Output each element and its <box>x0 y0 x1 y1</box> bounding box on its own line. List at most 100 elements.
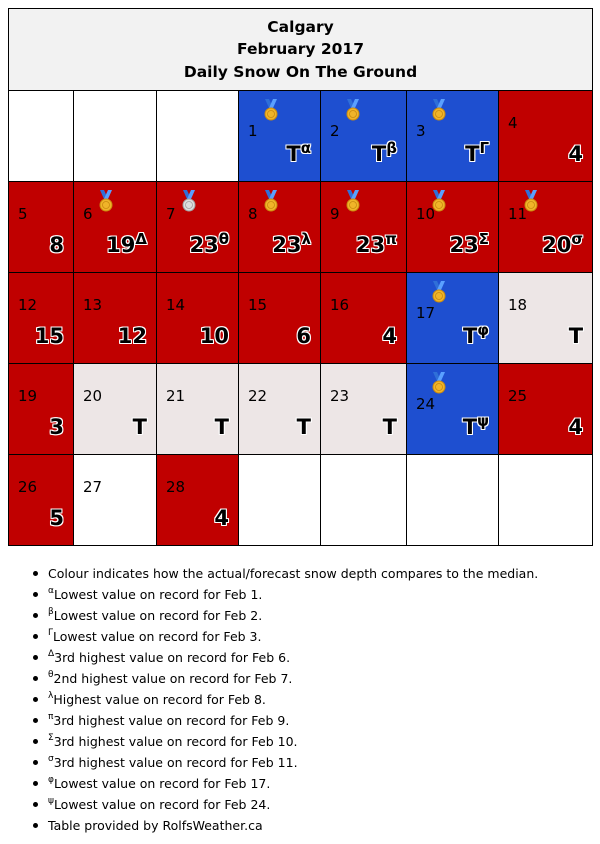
footnote-item: Table provided by RolfsWeather.ca <box>32 815 538 836</box>
snow-depth-number: 5 <box>49 506 64 530</box>
day-number: 20 <box>83 387 103 405</box>
gold-medal-icon <box>263 99 279 121</box>
snow-depth-value: 4 <box>568 142 583 166</box>
empty-cell <box>8 90 74 182</box>
footnote-symbol: Δ <box>48 649 55 659</box>
day-cell: 10 23Σ <box>406 181 499 273</box>
calendar-week-row: 19 3 20 T 21 T 22 T 23 T 24 Tψ 25 4 <box>8 363 594 455</box>
snow-depth-number: 20 <box>542 233 572 257</box>
empty-cell <box>238 454 321 546</box>
snow-depth-number: T <box>462 415 478 439</box>
gold-medal-icon <box>345 190 361 212</box>
footnote-item: Σ3rd highest value on record for Feb 10. <box>32 731 538 752</box>
footnote-text: Lowest value on record for Feb 24. <box>53 797 271 812</box>
footnote-item: Colour indicates how the actual/forecast… <box>32 563 538 584</box>
snow-depth-value: 12 <box>118 324 147 348</box>
snow-depth-value: 4 <box>382 324 397 348</box>
day-number: 15 <box>248 296 268 314</box>
day-cell: 20 T <box>73 363 157 455</box>
day-number: 9 <box>330 205 340 223</box>
day-cell: 17 Tφ <box>406 272 499 364</box>
snow-depth-number: 10 <box>199 324 229 348</box>
snow-depth-number: 4 <box>568 415 584 439</box>
footnote-marker: λ <box>301 230 312 248</box>
footnote-marker: σ <box>571 230 584 248</box>
snow-depth-value: 23π <box>356 232 397 258</box>
snow-depth-number: T <box>132 415 147 439</box>
footnote-item: σ3rd highest value on record for Feb 11. <box>32 752 538 773</box>
calendar-body: 1 Tα 2 Tβ 3 TΓ 4 4 5 8 6 19Δ 7 23θ 8 23λ 9 23π 10 23Σ 11 20σ 1… <box>8 90 594 546</box>
footnote-symbol: ψ <box>48 796 54 806</box>
calendar-week-row: 12 15 13 12 14 10 15 6 16 4 17 Tφ 18 T <box>8 272 594 364</box>
snow-depth-number: 4 <box>382 324 397 348</box>
footnote-text: 3rd highest value on record for Feb 10. <box>53 734 298 749</box>
day-cell: 3 TΓ <box>406 90 499 182</box>
footnote-symbol: Γ <box>48 628 54 638</box>
snow-depth-number: T <box>371 142 387 166</box>
footnote-marker: α <box>300 139 311 157</box>
snow-depth-number: 6 <box>296 324 311 348</box>
gold-medal-icon <box>98 190 114 212</box>
snow-depth-value: T <box>569 324 583 348</box>
day-number: 5 <box>18 205 28 223</box>
snow-depth-number: 23 <box>189 233 219 257</box>
day-cell: 25 4 <box>497 363 594 455</box>
footnotes-list: Colour indicates how the actual/forecast… <box>0 563 538 836</box>
calendar-week-row: 1 Tα 2 Tβ 3 TΓ 4 4 <box>8 90 594 182</box>
snow-depth-number: 3 <box>49 415 64 439</box>
day-number: 17 <box>416 304 436 322</box>
footnote-marker: ψ <box>477 412 489 430</box>
empty-cell <box>320 454 407 546</box>
day-cell: 28 4 <box>156 454 239 546</box>
day-cell: 19 3 <box>8 363 74 455</box>
day-number: 16 <box>330 296 350 314</box>
footnote-marker: Δ <box>135 230 147 248</box>
footnote-item: λHighest value on record for Feb 8. <box>32 689 538 710</box>
gold-medal-icon <box>345 99 361 121</box>
day-cell: 23 T <box>320 363 407 455</box>
footnote-symbol: β <box>48 607 54 617</box>
snow-depth-number: 19 <box>106 233 136 257</box>
snow-depth-value: 23θ <box>189 230 229 258</box>
footnote-marker: θ <box>218 230 229 248</box>
day-number: 3 <box>416 122 426 140</box>
day-cell: 24 Tψ <box>406 363 499 455</box>
day-cell: 26 5 <box>8 454 74 546</box>
footnote-item: ΓLowest value on record for Feb 3. <box>32 626 538 647</box>
snow-calendar-table: Calgary February 2017 Daily Snow On The … <box>7 8 594 546</box>
day-cell: 7 23θ <box>156 181 239 273</box>
calendar-week-row: 5 8 6 19Δ 7 23θ 8 23λ 9 23π 10 23Σ 11 20σ <box>8 181 594 273</box>
footnote-marker: φ <box>477 321 489 339</box>
footnote-symbol: θ <box>48 670 54 680</box>
snow-depth-value: 5 <box>49 506 64 530</box>
calendar-week-row: 26 5 27 28 4 <box>8 454 594 546</box>
footnote-marker: β <box>386 139 397 157</box>
day-cell: 13 12 <box>73 272 157 364</box>
footnote-symbol: Σ <box>48 733 54 743</box>
day-number: 10 <box>416 205 436 223</box>
empty-cell <box>73 90 157 182</box>
snow-depth-number: 15 <box>34 324 64 348</box>
city-title: Calgary <box>267 17 334 36</box>
footnote-text: Highest value on record for Feb 8. <box>53 692 266 707</box>
gold-medal-icon <box>431 190 447 212</box>
snow-depth-value: 4 <box>214 506 229 530</box>
snow-depth-value: 6 <box>296 324 311 348</box>
snow-depth-value: T <box>215 415 229 439</box>
calendar-subtitle: Daily Snow On The Ground <box>183 62 418 81</box>
snow-depth-value: 19Δ <box>106 230 147 258</box>
snow-depth-value: Tβ <box>371 139 397 167</box>
footnote-symbol: α <box>48 586 54 596</box>
footnote-text: Lowest value on record for Feb 2. <box>53 608 263 623</box>
footnote-text: Lowest value on record for Feb 1. <box>53 587 263 602</box>
snow-depth-number: 12 <box>117 324 147 348</box>
day-cell: 12 15 <box>8 272 74 364</box>
day-number: 11 <box>508 205 528 223</box>
footnote-symbol: λ <box>48 691 54 701</box>
snow-depth-value: Tα <box>286 139 311 167</box>
silver-medal-icon <box>181 190 197 212</box>
day-cell: 11 20σ <box>497 181 594 273</box>
snow-depth-value: T <box>133 415 147 439</box>
